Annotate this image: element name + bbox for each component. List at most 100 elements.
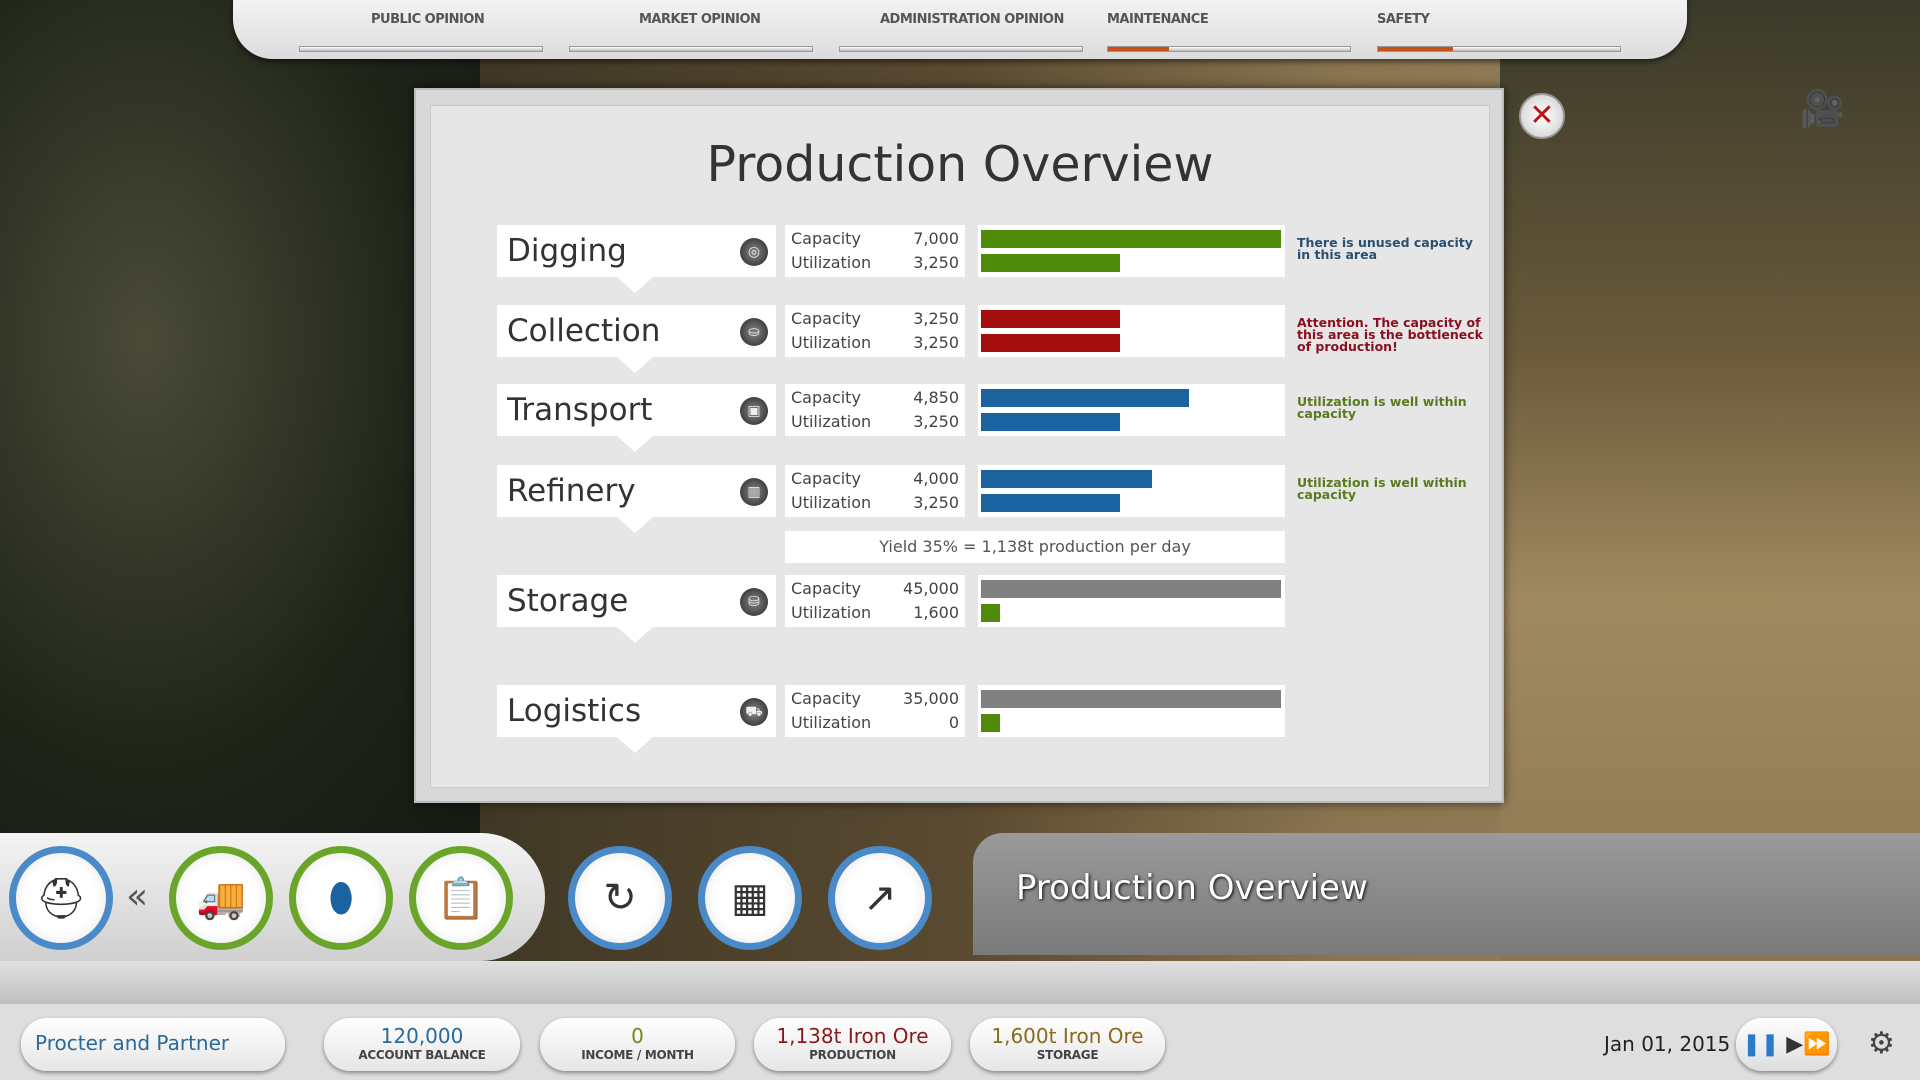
row-values: Capacity 45,000 Utilization 1,600 — [785, 575, 965, 627]
utilization-bar — [981, 254, 1121, 272]
company-name: Procter and Partner — [35, 1031, 230, 1055]
utilization-bar — [981, 714, 1000, 732]
row-bars — [978, 225, 1285, 277]
capacity-label: Capacity — [791, 579, 861, 598]
storage-pill[interactable]: 1,600t Iron Ore STORAGE — [970, 1018, 1165, 1071]
resources-button[interactable]: ⬮ — [289, 846, 393, 950]
collapse-button[interactable]: « — [126, 876, 149, 917]
capacity-line: Capacity 35,000 — [791, 687, 959, 711]
speed-controls: ❚❚ ▶⏩ — [1736, 1018, 1837, 1071]
pause-icon[interactable]: ❚❚ — [1742, 1032, 1780, 1057]
cycle-icon: ↻ — [603, 875, 637, 921]
capacity-bar — [981, 580, 1281, 598]
production-row-refinery: Refinery ▥ Capacity 4,000 Utilization 3,250… — [431, 465, 1491, 533]
utilization-value: 1,600 — [913, 603, 959, 622]
helmet-icon: ⛑ — [35, 875, 87, 922]
storage-icon: ⛁ — [740, 588, 768, 616]
capacity-bar — [981, 310, 1121, 328]
utilization-line: Utilization 3,250 — [791, 410, 959, 434]
capacity-label: Capacity — [791, 689, 861, 708]
market-opinion-label: MARKET OPINION — [639, 12, 761, 27]
utilization-value: 3,250 — [913, 493, 959, 512]
utilization-line: Utilization 1,600 — [791, 601, 959, 625]
capacity-value: 7,000 — [913, 229, 959, 248]
truck-icon: 🚚 — [196, 875, 246, 922]
row-label-box: Transport ▣ — [497, 384, 776, 452]
row-name: Logistics — [507, 693, 642, 729]
status-bar — [0, 1004, 1920, 1080]
row-bars — [978, 685, 1285, 737]
close-button[interactable]: ✕ — [1519, 93, 1565, 139]
tasks-button[interactable]: 📋 — [409, 846, 513, 950]
gear-icon[interactable]: ⚙ — [1868, 1026, 1895, 1061]
capacity-value: 45,000 — [903, 579, 959, 598]
dialog-title: Production Overview — [706, 136, 1214, 193]
advisor-button[interactable]: ⛑ — [9, 846, 113, 950]
maintenance-meter — [1107, 46, 1351, 52]
transport-icon: ▣ — [740, 397, 768, 425]
utilization-value: 0 — [948, 713, 959, 732]
panel-title: Production Overview — [1016, 868, 1368, 908]
production-pill[interactable]: 1,138t Iron Ore PRODUCTION — [754, 1018, 951, 1071]
row-note: Utilization is well within capacity — [1297, 475, 1467, 502]
row-label-box: Storage ⛁ — [497, 575, 776, 643]
play-icon[interactable]: ▶ — [1786, 1032, 1804, 1057]
refinery-icon: ▥ — [740, 478, 768, 506]
capacity-value: 4,850 — [913, 388, 959, 407]
production-row-transport: Transport ▣ Capacity 4,850 Utilization 3,25… — [431, 384, 1491, 452]
capacity-bar — [981, 690, 1281, 708]
row-values: Capacity 7,000 Utilization 3,250 — [785, 225, 965, 277]
vehicles-button[interactable]: 🚚 — [169, 846, 273, 950]
row-values: Capacity 35,000 Utilization 0 — [785, 685, 965, 737]
finance-button[interactable]: ↻ — [568, 846, 672, 950]
account-balance-pill[interactable]: 120,000 ACCOUNT BALANCE — [324, 1018, 520, 1071]
statistics-button[interactable]: ↗ — [828, 846, 932, 950]
capacity-line: Capacity 4,000 — [791, 467, 959, 491]
close-icon: ✕ — [1529, 98, 1555, 133]
capacity-value: 4,000 — [913, 469, 959, 488]
utilization-label: Utilization — [791, 253, 872, 272]
collection-icon: ⛀ — [740, 318, 768, 346]
safety-meter — [1377, 46, 1621, 52]
row-values: Capacity 4,850 Utilization 3,250 — [785, 384, 965, 436]
row-label-box: Digging ◎ — [497, 225, 776, 293]
row-label-box: Refinery ▥ — [497, 465, 776, 533]
utilization-label: Utilization — [791, 713, 872, 732]
panel-title-bar — [973, 833, 1920, 955]
trend-arrow-icon: ↗ — [863, 875, 897, 921]
capacity-bar — [981, 230, 1281, 248]
row-name: Storage — [507, 583, 629, 619]
income-pill[interactable]: 0 INCOME / MONTH — [540, 1018, 735, 1071]
row-note: Attention. The capacity of this area is … — [1297, 315, 1483, 354]
administration-opinion-meter — [839, 46, 1083, 52]
camera-icon[interactable]: 🎥 — [1800, 89, 1845, 130]
account-balance-label: ACCOUNT BALANCE — [358, 1048, 486, 1062]
maintenance-label: MAINTENANCE — [1107, 12, 1209, 27]
company-name-button[interactable]: Procter and Partner — [21, 1018, 285, 1071]
market-opinion-meter — [569, 46, 813, 52]
production-row-digging: Digging ◎ Capacity 7,000 Utilization 3,250 … — [431, 225, 1491, 293]
capacity-line: Capacity 3,250 — [791, 307, 959, 331]
production-row-logistics: Logistics ⛟ Capacity 35,000 Utilization 0 — [431, 685, 1491, 753]
storage-label: STORAGE — [1036, 1048, 1099, 1062]
row-note: Utilization is well within capacity — [1297, 394, 1467, 421]
production-overview-dialog: Production Overview Yield 35% = 1,138t p… — [414, 88, 1504, 803]
row-label-box: Logistics ⛟ — [497, 685, 776, 753]
capacity-line: Capacity 4,850 — [791, 386, 959, 410]
income-label: INCOME / MONTH — [581, 1048, 694, 1062]
ore-icon: ⬮ — [328, 875, 354, 921]
capacity-bar — [981, 470, 1153, 488]
capacity-line: Capacity 7,000 — [791, 227, 959, 251]
yield-summary: Yield 35% = 1,138t production per day — [785, 531, 1285, 563]
public-opinion-meter — [299, 46, 543, 52]
production-label: PRODUCTION — [809, 1048, 896, 1062]
utilization-line: Utilization 3,250 — [791, 251, 959, 275]
capacity-label: Capacity — [791, 309, 861, 328]
row-name: Transport — [507, 392, 653, 428]
utilization-value: 3,250 — [913, 253, 959, 272]
utilization-label: Utilization — [791, 493, 872, 512]
utilization-bar — [981, 334, 1121, 352]
clipboard-icon: 📋 — [436, 875, 486, 922]
buildings-button[interactable]: ▦ — [698, 846, 802, 950]
fast-forward-icon[interactable]: ⏩ — [1803, 1032, 1831, 1057]
